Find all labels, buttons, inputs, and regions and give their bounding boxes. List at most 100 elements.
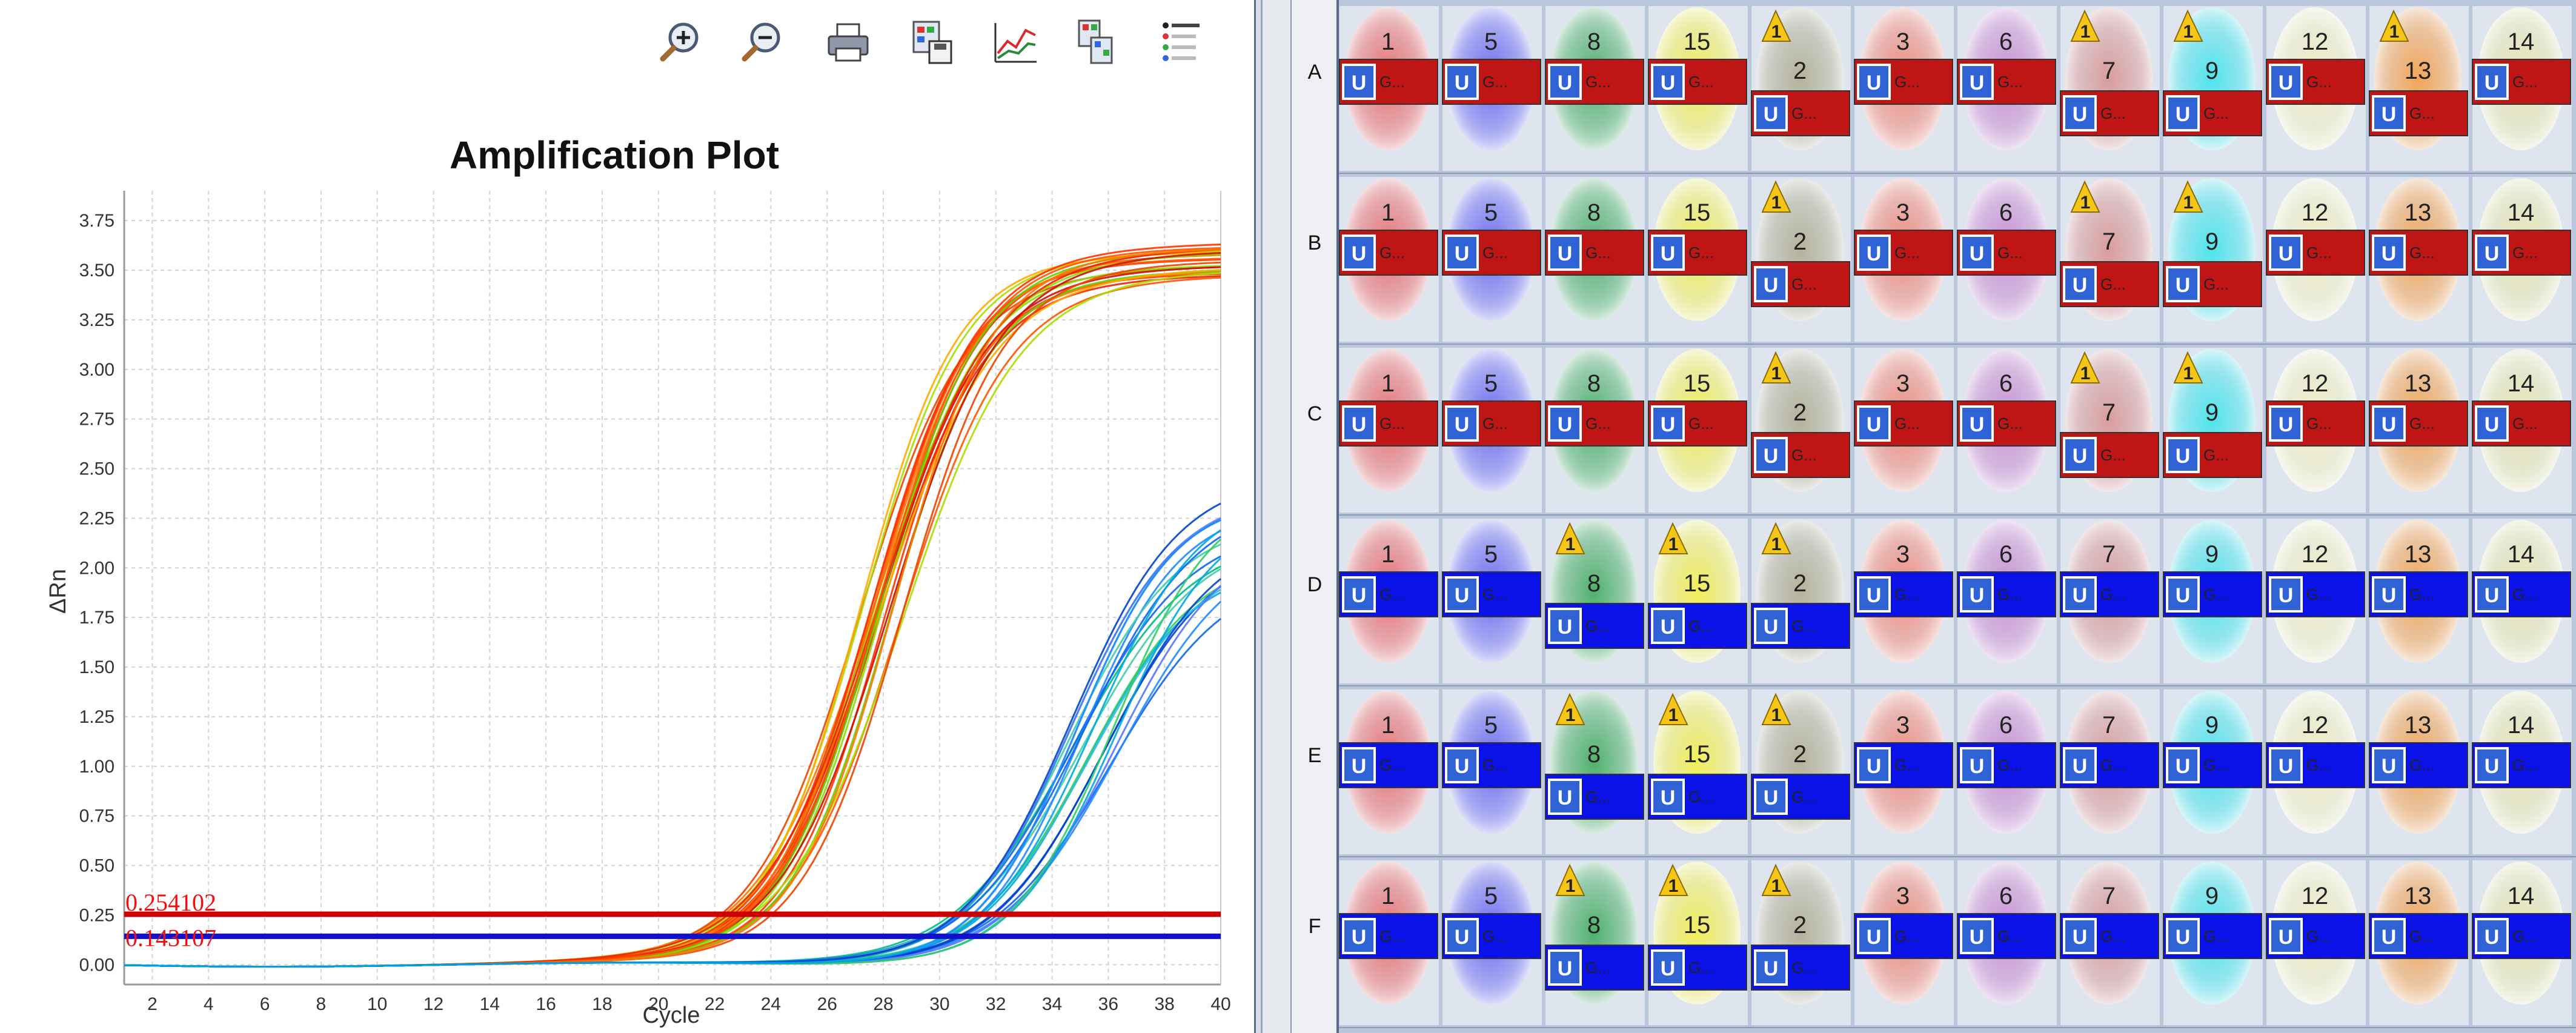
plate-well[interactable]: 1U G... [1339, 6, 1439, 171]
plate-well[interactable]: 13 U G... [2369, 860, 2469, 1025]
plate-well[interactable]: 5U G... [1442, 860, 1542, 1025]
warning-flag-icon[interactable] [2173, 9, 2203, 42]
plate-well[interactable]: 13 U G... [2369, 177, 2469, 342]
plate-well[interactable]: 21 U G... [1751, 689, 1851, 854]
plate-well[interactable]: 7U G... [2060, 519, 2160, 683]
plate-well[interactable]: 14 U G... [2472, 519, 2572, 683]
plate-well[interactable]: 151 U G... [1648, 689, 1748, 854]
plate-well[interactable]: 3U G... [1854, 519, 1954, 683]
plate-well[interactable]: 14 U G... [2472, 860, 2572, 1025]
warning-flag-icon[interactable] [2379, 9, 2409, 42]
plate-well[interactable]: 131 U G... [2369, 6, 2469, 171]
warning-flag-icon[interactable] [1761, 693, 1791, 725]
plate-well[interactable]: 8U G... [1545, 6, 1645, 171]
plate-well[interactable]: 13 U G... [2369, 519, 2469, 683]
plate-well[interactable]: 6U G... [1957, 6, 2057, 171]
plate-well[interactable]: 1U G... [1339, 689, 1439, 854]
plate-well[interactable]: 3U G... [1854, 860, 1954, 1025]
pane-splitter[interactable] [1254, 0, 1263, 1033]
plate-well[interactable]: 7U G... [2060, 689, 2160, 854]
plate-well[interactable]: 6U G... [1957, 348, 2057, 513]
plate-well[interactable]: 3U G... [1854, 6, 1954, 171]
plate-well[interactable]: 3U G... [1854, 689, 1954, 854]
plate-well[interactable]: 12 U G... [2266, 177, 2366, 342]
plate-well[interactable]: 1U G... [1339, 519, 1439, 683]
plate-well[interactable]: 6U G... [1957, 689, 2057, 854]
plate-well[interactable]: 7U G... [2060, 860, 2160, 1025]
plate-well[interactable]: 71 U G... [2060, 348, 2160, 513]
legend-button[interactable] [1151, 13, 1212, 74]
threshold-lines[interactable]: 0.254102 0.143107 [124, 889, 1221, 951]
plate-well[interactable]: 21 U G... [1751, 177, 1851, 342]
plate-well[interactable]: 13 U G... [2369, 348, 2469, 513]
plate-well[interactable]: 5U G... [1442, 348, 1542, 513]
plate-well[interactable]: 9U G... [2163, 519, 2263, 683]
plate-well[interactable]: 151 U G... [1648, 519, 1748, 683]
warning-flag-icon[interactable] [2173, 351, 2203, 384]
plate-well[interactable]: 91 U G... [2163, 6, 2263, 171]
plate-well[interactable]: 5U G... [1442, 6, 1542, 171]
print-button[interactable] [818, 13, 878, 74]
plate-well[interactable]: 6U G... [1957, 860, 2057, 1025]
plate-well[interactable]: 5U G... [1442, 177, 1542, 342]
warning-flag-icon[interactable] [1761, 180, 1791, 213]
plate-well[interactable]: 14 U G... [2472, 348, 2572, 513]
plate-well[interactable]: 12 U G... [2266, 860, 2366, 1025]
plate-well[interactable]: 15 U G... [1648, 177, 1748, 342]
plate-well[interactable]: 14 U G... [2472, 6, 2572, 171]
warning-flag-icon[interactable] [1555, 693, 1585, 725]
plate-layout-button[interactable] [1069, 13, 1130, 74]
plate-well[interactable]: 81 U G... [1545, 860, 1645, 1025]
plate-well[interactable]: 91 U G... [2163, 348, 2263, 513]
warning-flag-icon[interactable] [2070, 9, 2100, 42]
plate-well[interactable]: 81 U G... [1545, 519, 1645, 683]
plate-well[interactable]: 71 U G... [2060, 6, 2160, 171]
warning-flag-icon[interactable] [1761, 522, 1791, 554]
plate-well[interactable]: 21 U G... [1751, 519, 1851, 683]
warning-flag-icon[interactable] [2070, 351, 2100, 384]
zoom-out-button[interactable] [736, 13, 797, 74]
plate-well[interactable]: 91 U G... [2163, 177, 2263, 342]
warning-flag-icon[interactable] [1555, 522, 1585, 554]
plate-well[interactable]: 21 U G... [1751, 860, 1851, 1025]
plate-well[interactable]: 15 U G... [1648, 6, 1748, 171]
warning-flag-icon[interactable] [1761, 9, 1791, 42]
plate-well[interactable]: 5U G... [1442, 689, 1542, 854]
plate-well[interactable]: 6U G... [1957, 519, 2057, 683]
plate-well[interactable]: 21 U G... [1751, 348, 1851, 513]
plate-well[interactable]: 81 U G... [1545, 689, 1645, 854]
plate-well[interactable]: 151 U G... [1648, 860, 1748, 1025]
plate-well[interactable]: 71 U G... [2060, 177, 2160, 342]
plate-well[interactable]: 8U G... [1545, 348, 1645, 513]
plate-well[interactable]: 1U G... [1339, 177, 1439, 342]
plate-well[interactable]: 5U G... [1442, 519, 1542, 683]
plate-well[interactable]: 14 U G... [2472, 177, 2572, 342]
plate-well[interactable]: 14 U G... [2472, 689, 2572, 854]
plate-well[interactable]: 9U G... [2163, 689, 2263, 854]
plate-well[interactable]: 12 U G... [2266, 348, 2366, 513]
save-image-button[interactable] [903, 13, 963, 74]
plate-well[interactable]: 3U G... [1854, 348, 1954, 513]
plot-settings-button[interactable] [984, 13, 1045, 74]
warning-flag-icon[interactable] [1658, 693, 1688, 725]
plate-well[interactable]: 12 U G... [2266, 689, 2366, 854]
plate-well[interactable]: 1U G... [1339, 348, 1439, 513]
warning-flag-icon[interactable] [1658, 863, 1688, 896]
plate-well[interactable]: 6U G... [1957, 177, 2057, 342]
plate-well[interactable]: 12 U G... [2266, 519, 2366, 683]
plate-well[interactable]: 8U G... [1545, 177, 1645, 342]
warning-flag-icon[interactable] [2173, 180, 2203, 213]
warning-flag-icon[interactable] [1761, 863, 1791, 896]
plate-well[interactable]: 21 U G... [1751, 6, 1851, 171]
zoom-in-button[interactable] [654, 13, 715, 74]
plate-well[interactable]: 15 U G... [1648, 348, 1748, 513]
plate-well[interactable]: 3U G... [1854, 177, 1954, 342]
plate-well[interactable]: 1U G... [1339, 860, 1439, 1025]
warning-flag-icon[interactable] [1761, 351, 1791, 384]
warning-flag-icon[interactable] [1555, 863, 1585, 896]
warning-flag-icon[interactable] [1658, 522, 1688, 554]
warning-flag-icon[interactable] [2070, 180, 2100, 213]
plate-well[interactable]: 9U G... [2163, 860, 2263, 1025]
plate-well[interactable]: 13 U G... [2369, 689, 2469, 854]
plate-well[interactable]: 12 U G... [2266, 6, 2366, 171]
